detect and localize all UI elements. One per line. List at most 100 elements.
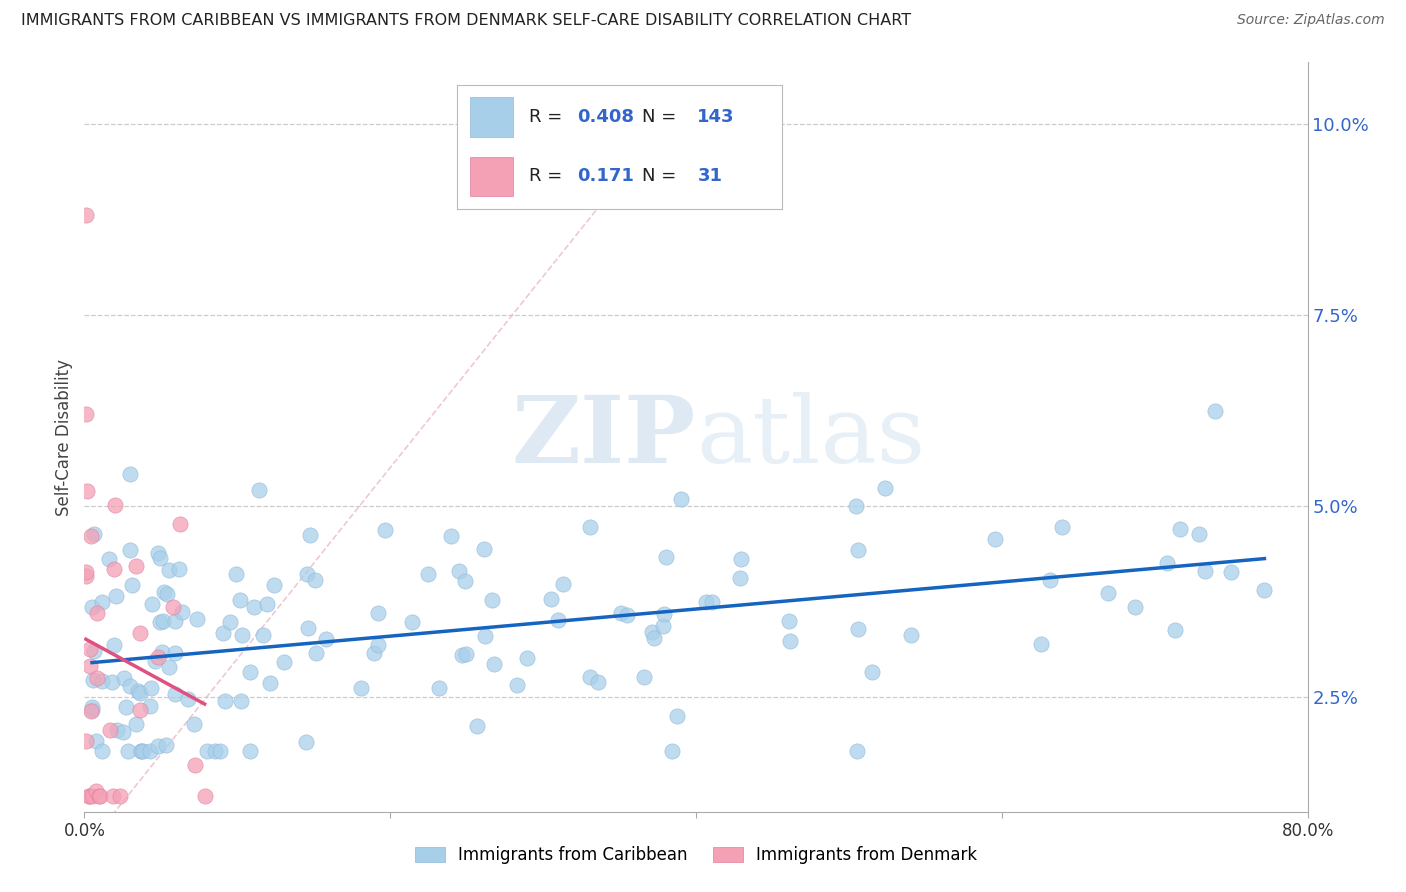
Point <box>183 758 205 772</box>
Point <box>427 681 450 695</box>
Point <box>204 743 226 757</box>
Point <box>86 606 108 620</box>
Point <box>167 562 190 576</box>
Point <box>129 743 152 757</box>
Point <box>273 655 295 669</box>
Point <box>641 625 664 640</box>
Point <box>146 650 169 665</box>
Point <box>474 629 496 643</box>
Point <box>77 789 100 804</box>
Point <box>208 743 231 757</box>
Point <box>150 644 173 658</box>
Point <box>177 692 200 706</box>
Point <box>141 598 163 612</box>
Point <box>454 574 477 588</box>
Point <box>225 567 247 582</box>
Point <box>633 670 655 684</box>
Point <box>984 533 1007 547</box>
Point <box>484 657 506 671</box>
Point <box>239 743 262 757</box>
Point <box>163 614 186 628</box>
Point <box>305 646 328 660</box>
Point <box>846 623 869 637</box>
Point <box>1168 522 1191 536</box>
Point <box>219 615 242 629</box>
Point <box>263 578 285 592</box>
Point <box>669 491 692 506</box>
Point <box>363 646 385 660</box>
Point <box>1194 564 1216 578</box>
Point <box>186 612 208 626</box>
Point <box>120 543 142 558</box>
Point <box>80 704 103 718</box>
Point <box>80 600 103 615</box>
Point <box>298 527 321 541</box>
Point <box>214 694 236 708</box>
Point <box>652 619 675 633</box>
Point <box>451 648 474 662</box>
Point <box>75 733 97 747</box>
Point <box>1097 585 1119 599</box>
Point <box>105 589 128 603</box>
Point <box>661 743 683 757</box>
Point <box>256 597 278 611</box>
Point <box>156 587 179 601</box>
Point <box>101 674 124 689</box>
Point <box>163 687 186 701</box>
Point <box>75 569 97 583</box>
Point <box>588 674 610 689</box>
Text: IMMIGRANTS FROM CARIBBEAN VS IMMIGRANTS FROM DENMARK SELF-CARE DISABILITY CORREL: IMMIGRANTS FROM CARIBBEAN VS IMMIGRANTS … <box>21 13 911 29</box>
Point <box>643 632 665 646</box>
Text: ZIP: ZIP <box>512 392 696 482</box>
Point <box>165 646 187 660</box>
Point <box>315 632 337 646</box>
Point <box>197 743 219 757</box>
Legend: Immigrants from Caribbean, Immigrants from Denmark: Immigrants from Caribbean, Immigrants fr… <box>408 839 984 871</box>
Text: atlas: atlas <box>696 392 925 482</box>
Point <box>91 743 114 757</box>
Point <box>162 599 184 614</box>
Point <box>75 565 97 579</box>
Point <box>129 686 152 700</box>
Point <box>155 738 177 752</box>
Point <box>231 628 253 642</box>
Point <box>1253 583 1275 598</box>
Point <box>229 593 252 607</box>
Point <box>183 717 205 731</box>
Point <box>875 481 897 495</box>
Point <box>115 700 138 714</box>
Point <box>84 784 107 798</box>
Point <box>652 607 675 621</box>
Point <box>129 703 152 717</box>
Point <box>579 670 602 684</box>
Point <box>610 606 633 620</box>
Point <box>860 665 883 680</box>
Point <box>98 723 121 738</box>
Point <box>111 724 134 739</box>
Point <box>252 627 274 641</box>
Point <box>418 566 440 581</box>
Point <box>152 585 174 599</box>
Point <box>121 577 143 591</box>
Point <box>367 607 389 621</box>
Point <box>1156 556 1178 570</box>
Point <box>349 681 371 696</box>
Point <box>401 615 423 629</box>
Point <box>212 626 235 640</box>
Point <box>297 621 319 635</box>
Point <box>900 628 922 642</box>
Point <box>1052 520 1074 534</box>
Point <box>76 483 98 498</box>
Point <box>1039 573 1062 587</box>
Point <box>465 719 488 733</box>
Point <box>80 703 103 717</box>
Point <box>374 523 396 537</box>
Point <box>616 608 638 623</box>
Point <box>295 566 318 581</box>
Point <box>148 551 170 566</box>
Point <box>139 743 162 757</box>
Point <box>779 634 801 648</box>
Point <box>79 641 101 656</box>
Point <box>83 643 105 657</box>
Point <box>730 552 752 566</box>
